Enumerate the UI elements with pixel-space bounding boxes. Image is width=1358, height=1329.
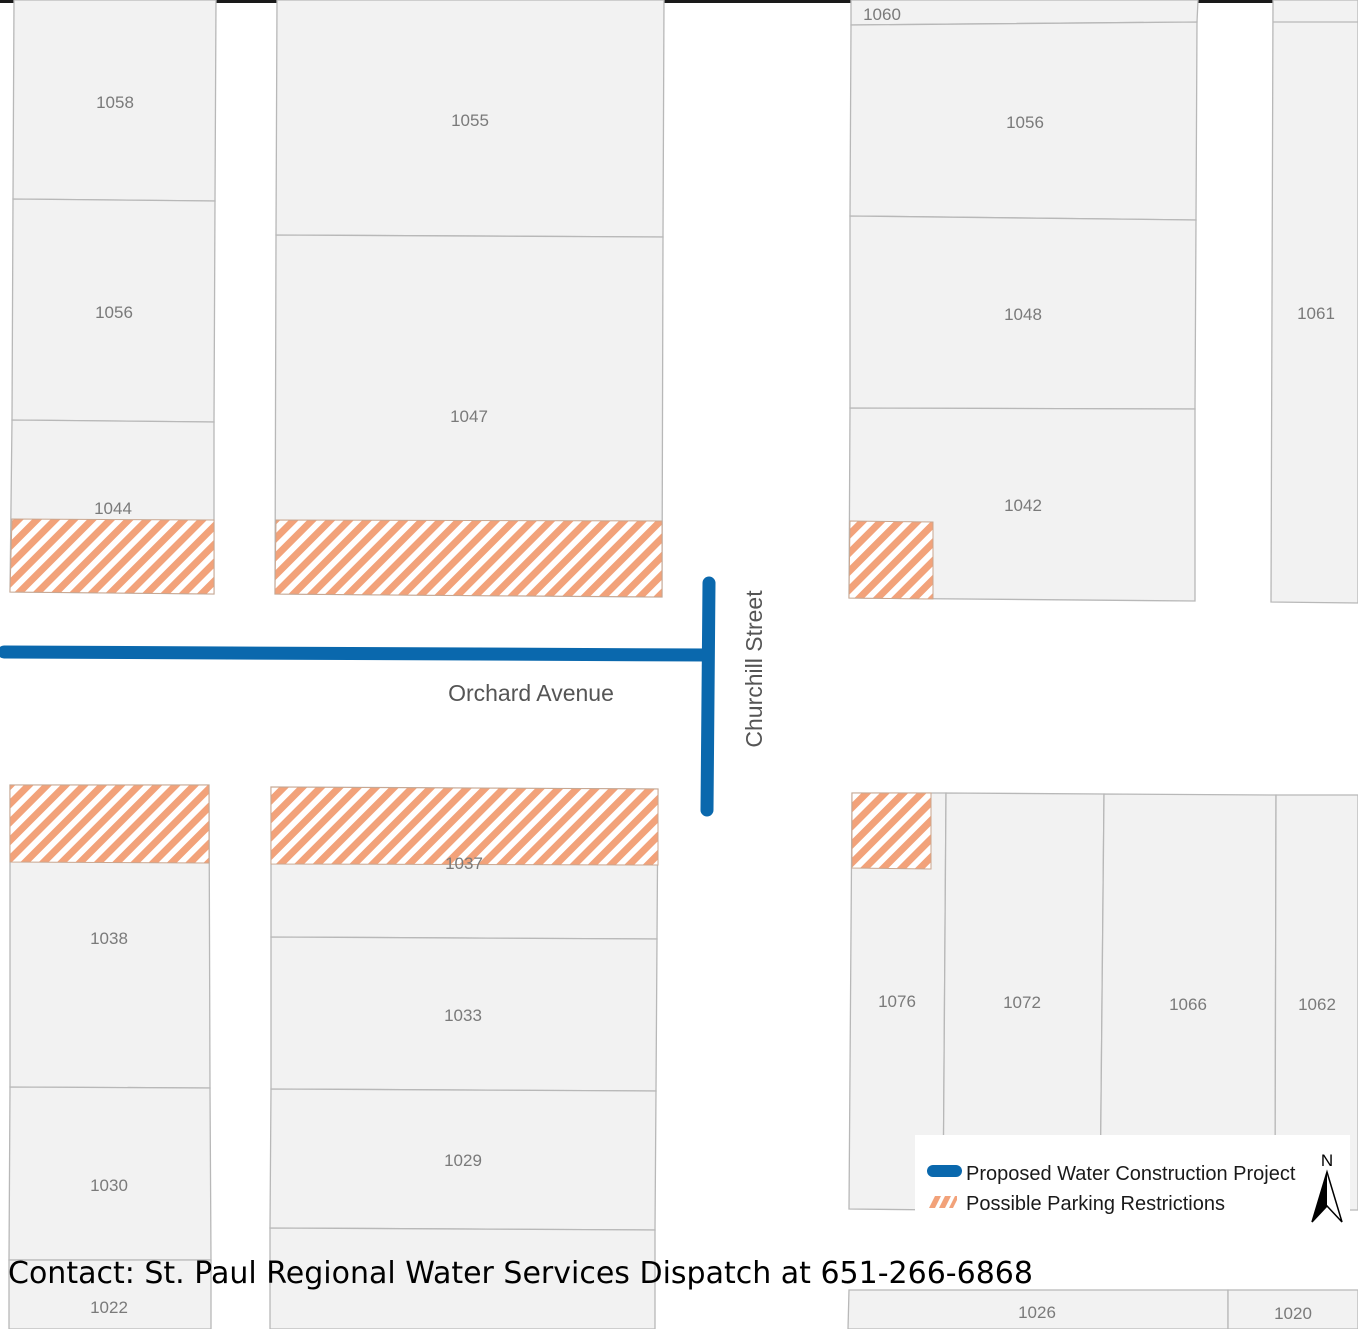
- parcel-label: 1058: [96, 93, 134, 112]
- parking-restriction-area: [851, 792, 932, 870]
- parcel-label: 1061: [1297, 304, 1335, 323]
- parcel-label: 1022: [90, 1298, 128, 1317]
- contact-info: Contact: St. Paul Regional Water Service…: [8, 1256, 1033, 1291]
- parking-restriction-area: [9, 518, 215, 595]
- parcel-1022: [8, 1259, 212, 1329]
- parcel-unlabeled-south: [269, 1227, 656, 1329]
- parcel-label: 1072: [1003, 993, 1041, 1012]
- parcel-label: 1060: [863, 5, 901, 24]
- north-arrow-icon: N: [1311, 1151, 1343, 1223]
- svg-text:N: N: [1321, 1151, 1333, 1170]
- water-construction-line-orchard: [0, 645, 715, 662]
- parcel-label: 1056: [1006, 113, 1044, 132]
- parcel-1030: [8, 1086, 212, 1261]
- parcel-label: 1026: [1018, 1303, 1056, 1322]
- parcel-label: 1044: [94, 499, 132, 518]
- map-top-border: [0, 0, 1358, 3]
- parking-restriction-area: [848, 520, 934, 600]
- parcel-1026: [847, 1289, 1229, 1329]
- legend-background: [915, 1135, 1350, 1230]
- legend-hatch-symbol: [929, 1196, 957, 1208]
- parcel-1060: [850, 0, 1199, 26]
- parcel-label: 1055: [451, 111, 489, 130]
- parcel-label: 1062: [1298, 995, 1336, 1014]
- parcel-1062: [1274, 794, 1358, 1211]
- water-construction-line-churchill: [700, 576, 716, 817]
- parcel-label: 1030: [90, 1176, 128, 1195]
- parcel-label: 1047: [450, 407, 488, 426]
- parcel-label: 1029: [444, 1151, 482, 1170]
- parcel-label: 1033: [444, 1006, 482, 1025]
- parcel-label: 1020: [1274, 1304, 1312, 1323]
- parking-restriction-area: [270, 786, 659, 866]
- legend-label-construction: Proposed Water Construction Project: [966, 1163, 1296, 1185]
- parcel-label: 1042: [1004, 496, 1042, 515]
- street-label-churchill-street: Churchill Street: [741, 590, 767, 748]
- legend-label-parking: Possible Parking Restrictions: [966, 1193, 1225, 1215]
- parcel-label: 1076: [878, 992, 916, 1011]
- parking-restriction-area: [9, 784, 210, 864]
- parking-restriction-area: [274, 519, 663, 598]
- parcel-label: 1056: [95, 303, 133, 322]
- parcel-1061: [1270, 0, 1358, 604]
- street-label-orchard-avenue: Orchard Avenue: [448, 680, 614, 706]
- map-legend: Proposed Water Construction Project Poss…: [915, 1135, 1350, 1230]
- parcel-label: 1038: [90, 929, 128, 948]
- parcel-label: 1037: [445, 854, 483, 873]
- parcel-1020: [1227, 1289, 1358, 1329]
- parcel-label: 1048: [1004, 305, 1042, 324]
- parcel-label: 1066: [1169, 995, 1207, 1014]
